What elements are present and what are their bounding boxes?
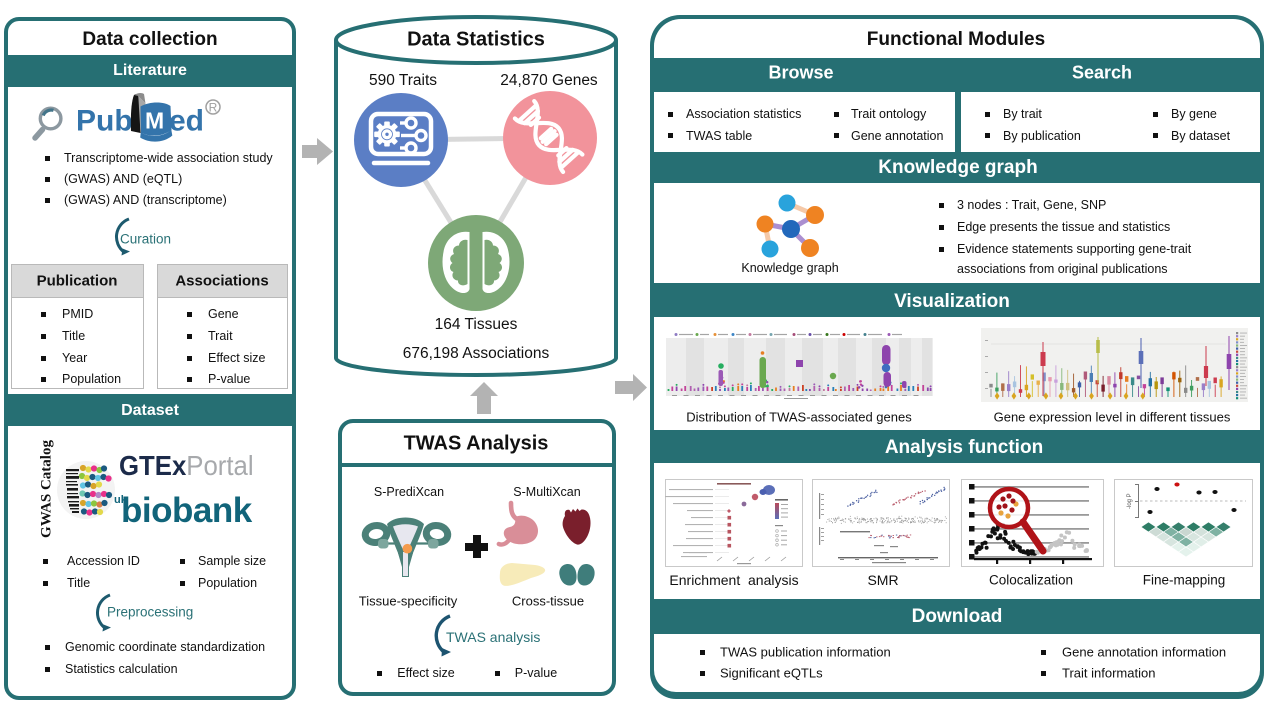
svg-text:-log P: -log P — [1127, 493, 1133, 509]
svg-text:Pub: Pub — [76, 105, 133, 138]
svg-text:ed: ed — [169, 105, 204, 138]
svg-text:M: M — [145, 108, 164, 134]
svg-text:R: R — [209, 101, 218, 115]
